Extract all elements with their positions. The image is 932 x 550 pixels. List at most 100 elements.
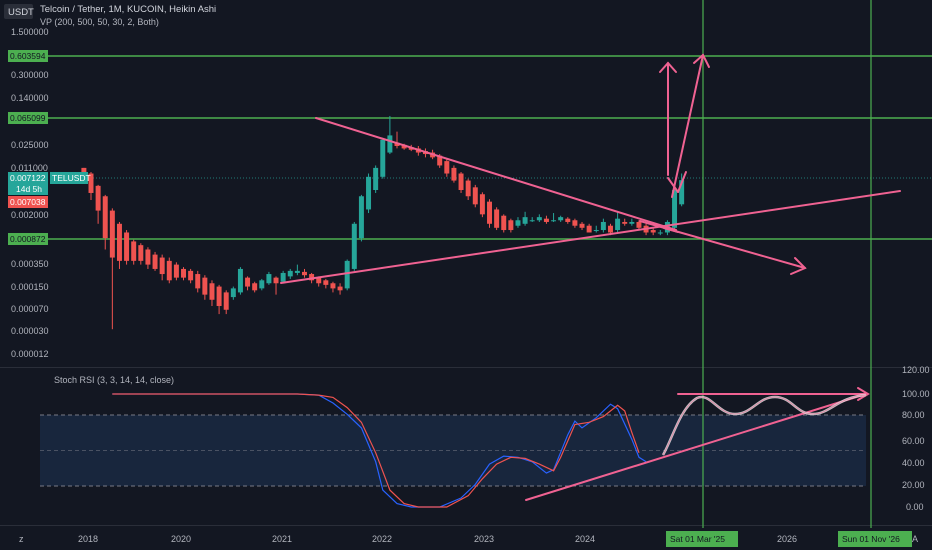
- candle-bear[interactable]: [579, 223, 585, 228]
- candle-bear[interactable]: [181, 268, 187, 278]
- candle-bull[interactable]: [280, 272, 286, 282]
- candle-bull[interactable]: [536, 217, 542, 221]
- price-tick: 0.300000: [11, 70, 49, 80]
- candle-bear[interactable]: [145, 249, 151, 265]
- candle-bear[interactable]: [323, 280, 329, 285]
- candle-bear[interactable]: [458, 173, 464, 191]
- time-axis[interactable]: 2018 2020 2021 2022 2023 2024 2026 Sat 0…: [78, 531, 912, 547]
- candle-bull[interactable]: [373, 167, 379, 191]
- candle-bull[interactable]: [551, 220, 557, 222]
- candle-bear[interactable]: [543, 218, 549, 222]
- candle-bear[interactable]: [131, 241, 137, 261]
- date-marker-badge-1: [666, 531, 738, 547]
- candle-bear[interactable]: [479, 194, 485, 215]
- candle-bear[interactable]: [437, 155, 443, 166]
- candle-bear[interactable]: [472, 187, 478, 205]
- candle-bear[interactable]: [88, 173, 94, 193]
- candle-bear[interactable]: [337, 286, 343, 291]
- price-tick: 0.000150: [11, 282, 49, 292]
- candle-bear[interactable]: [195, 274, 201, 289]
- candle-bear[interactable]: [586, 225, 592, 233]
- candle-bear[interactable]: [159, 257, 165, 275]
- time-tick: 2021: [272, 534, 292, 544]
- candle-bear[interactable]: [252, 283, 258, 291]
- candle-bear[interactable]: [95, 185, 101, 211]
- candle-bull[interactable]: [593, 230, 599, 232]
- candle-bull[interactable]: [380, 139, 386, 177]
- candle-bull[interactable]: [387, 135, 393, 153]
- candle-bear[interactable]: [451, 167, 457, 181]
- ascending-trendline: [280, 190, 901, 284]
- candle-bear[interactable]: [501, 215, 507, 231]
- candle-bear[interactable]: [465, 180, 471, 197]
- candle-bear[interactable]: [152, 254, 158, 269]
- descending-trendline: [315, 117, 677, 231]
- candle-bear[interactable]: [202, 277, 208, 295]
- candle-bull[interactable]: [522, 217, 528, 224]
- candle-bear[interactable]: [565, 218, 571, 222]
- candle-bear[interactable]: [223, 292, 229, 310]
- candle-bear[interactable]: [330, 283, 336, 289]
- candle-bear[interactable]: [166, 260, 172, 281]
- candle-bull[interactable]: [294, 270, 300, 273]
- candle-bear[interactable]: [622, 221, 628, 224]
- price-axis[interactable]: 1.500000 0.300000 0.140000 0.025000 0.01…: [11, 27, 49, 359]
- timezone-icon[interactable]: z: [19, 534, 24, 544]
- candle-bull[interactable]: [230, 288, 236, 298]
- candle-bear[interactable]: [138, 245, 144, 261]
- candle-bear[interactable]: [309, 274, 315, 281]
- date-marker-label-1: Sat 01 Mar '25: [670, 534, 725, 544]
- candle-bear[interactable]: [508, 220, 514, 231]
- rsi-resistance-arrowhead: [857, 387, 870, 401]
- symbol-badge-label: TELUSDT: [52, 173, 91, 183]
- candle-bear[interactable]: [401, 144, 407, 149]
- candle-bull[interactable]: [287, 270, 293, 277]
- rsi-axis[interactable]: 120.00 100.00 80.00 60.00 40.00 20.00 0.…: [902, 365, 930, 512]
- candle-bull[interactable]: [679, 180, 685, 205]
- candle-bull[interactable]: [600, 221, 606, 231]
- candle-bear[interactable]: [607, 225, 613, 233]
- candle-bear[interactable]: [216, 286, 222, 307]
- candle-bear[interactable]: [124, 232, 130, 261]
- candle-bear[interactable]: [273, 277, 279, 284]
- candle-bear[interactable]: [444, 161, 450, 174]
- low-price-badge-label: 0.007038: [10, 197, 46, 207]
- candle-bull[interactable]: [366, 176, 372, 210]
- candle-bull[interactable]: [615, 218, 621, 231]
- candle-bull[interactable]: [629, 221, 635, 224]
- candle-bear[interactable]: [188, 270, 194, 281]
- candle-bull[interactable]: [266, 274, 272, 284]
- candle-bull[interactable]: [529, 220, 535, 222]
- candle-bear[interactable]: [650, 230, 656, 233]
- candle-bear[interactable]: [109, 210, 115, 258]
- candle-bull[interactable]: [344, 260, 350, 289]
- diagonal-target-arrowhead: [693, 53, 710, 68]
- candle-bear[interactable]: [301, 271, 307, 276]
- rsi-tick: 40.00: [902, 458, 925, 468]
- candle-bear[interactable]: [102, 196, 108, 239]
- auto-scale-icon[interactable]: A: [912, 534, 918, 544]
- candle-bull[interactable]: [259, 280, 265, 289]
- candle-bull[interactable]: [558, 217, 564, 221]
- price-tick: 0.140000: [11, 93, 49, 103]
- candle-bear[interactable]: [572, 220, 578, 226]
- candle-bull[interactable]: [515, 220, 521, 226]
- rsi-tick: 120.00: [902, 365, 930, 375]
- candle-bull[interactable]: [351, 223, 357, 269]
- candle-bear[interactable]: [487, 201, 493, 224]
- candle-bear[interactable]: [116, 223, 122, 261]
- candle-bull[interactable]: [358, 196, 364, 239]
- candle-bull[interactable]: [672, 190, 678, 228]
- candle-bear[interactable]: [394, 142, 400, 146]
- currency-badge[interactable]: [4, 4, 33, 19]
- candle-bear[interactable]: [494, 209, 500, 228]
- candle-bull[interactable]: [657, 232, 663, 234]
- candle-bear[interactable]: [245, 277, 251, 287]
- candle-bear[interactable]: [316, 277, 322, 284]
- price-tick: 0.000070: [11, 304, 49, 314]
- candle-bear[interactable]: [636, 221, 642, 228]
- candle-bear[interactable]: [209, 283, 215, 300]
- candle-bear[interactable]: [173, 264, 179, 278]
- time-tick: 2024: [575, 534, 595, 544]
- candle-bull[interactable]: [237, 268, 243, 293]
